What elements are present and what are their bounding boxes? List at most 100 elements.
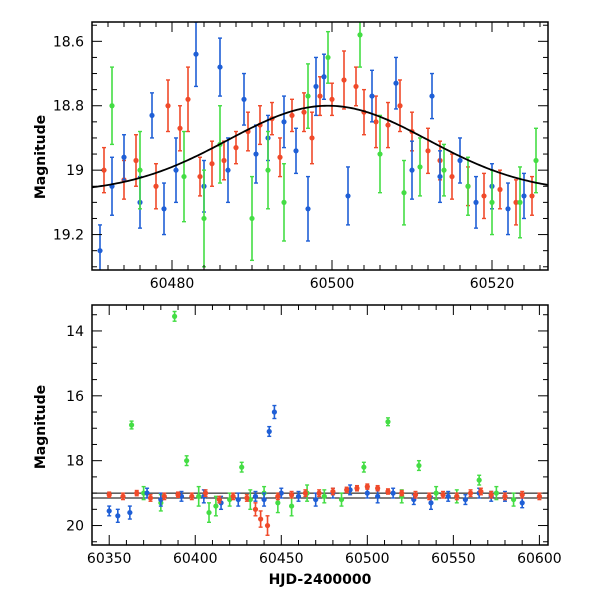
full-panel-ylabel: Magnitude [33,385,49,469]
data-point [128,422,135,428]
data-point [478,488,484,495]
data-point [519,500,525,506]
data-point [293,148,299,154]
data-point [375,493,381,499]
data-point [330,488,336,495]
data-point [309,135,315,141]
model-curve [92,104,548,189]
data-point [289,492,295,498]
data-point [385,488,391,495]
data-point [329,96,335,102]
data-point [305,206,311,212]
data-point [249,215,255,222]
x-tick-label: 60600 [517,551,562,567]
plot-frame [91,21,549,271]
data-point [161,493,167,499]
data-point [217,64,223,70]
y-tick-label: 16 [66,389,84,405]
data-point [221,157,227,164]
data-point [317,93,323,99]
data-point [338,496,345,503]
data-point [144,490,150,496]
data-point [258,516,264,522]
data-point [364,490,370,496]
data-point [529,193,535,199]
data-point [115,513,121,519]
y-tick-label: 19 [66,163,84,179]
plot-frame [91,304,549,546]
x-tick-label: 60500 [345,551,390,567]
data-point [106,508,112,514]
data-point [385,419,391,425]
data-point [429,93,435,99]
data-point [127,509,133,516]
data-points [92,310,548,536]
data-point [239,464,245,470]
x-tick-label: 60480 [150,276,195,292]
data-point [301,109,307,115]
data-point [493,490,499,496]
data-point [473,199,479,205]
data-point [325,54,331,61]
data-point [271,409,277,415]
data-point [449,173,455,180]
data-point [171,313,178,319]
x-tick-label: 60350 [87,551,132,567]
x-tick-label: 60400 [173,551,218,567]
data-point [517,199,523,205]
data-point [275,493,281,499]
data-point [165,103,171,109]
x-tick-label: 60520 [470,276,515,292]
data-point [416,462,422,469]
data-point [134,490,140,496]
full-panel-marks [92,310,548,536]
data-point [465,183,471,189]
data-point [302,490,308,496]
data-point [209,161,215,167]
data-point [353,83,359,90]
data-point [397,103,403,109]
data-point [393,80,399,86]
data-point [133,157,139,164]
y-tick-label: 19.2 [53,228,84,244]
data-point [344,487,350,493]
data-point [120,493,126,499]
data-point [193,51,199,57]
data-point [252,493,259,499]
data-point [121,154,127,160]
data-point [364,484,370,490]
data-point [295,493,302,499]
data-point [357,32,363,38]
data-point [277,154,283,160]
data-point [206,509,212,516]
data-point [462,496,469,503]
data-point [536,493,542,499]
y-tick-label: 18.8 [53,99,84,115]
x-tick-label: 60550 [431,551,476,567]
data-point [313,496,319,503]
data-point [253,151,259,157]
y-tick-label: 14 [66,324,84,340]
data-point [441,167,447,173]
data-point [241,96,247,102]
data-point [201,215,207,222]
data-point [305,93,311,99]
data-point [321,493,327,499]
full-panel-xlabel: HJD-2400000 [269,572,372,588]
y-tick-label: 20 [66,519,84,535]
data-point [137,167,143,173]
data-point [177,125,183,131]
data-point [533,157,539,164]
data-point [173,167,179,173]
full-panel-axes: 60350 60400 60450 60500 60550 60600 14 16 18 20 [66,304,562,567]
full-light-curve-panel: 60350 60400 60450 60500 60550 60600 14 16 18 20 M… [33,304,562,588]
data-point [235,496,241,503]
zoom-panel-marks [92,22,548,270]
data-point [153,183,159,189]
data-point [197,173,203,180]
data-point [213,503,219,509]
data-point [521,193,527,199]
data-point [244,495,250,501]
data-point [252,506,259,512]
